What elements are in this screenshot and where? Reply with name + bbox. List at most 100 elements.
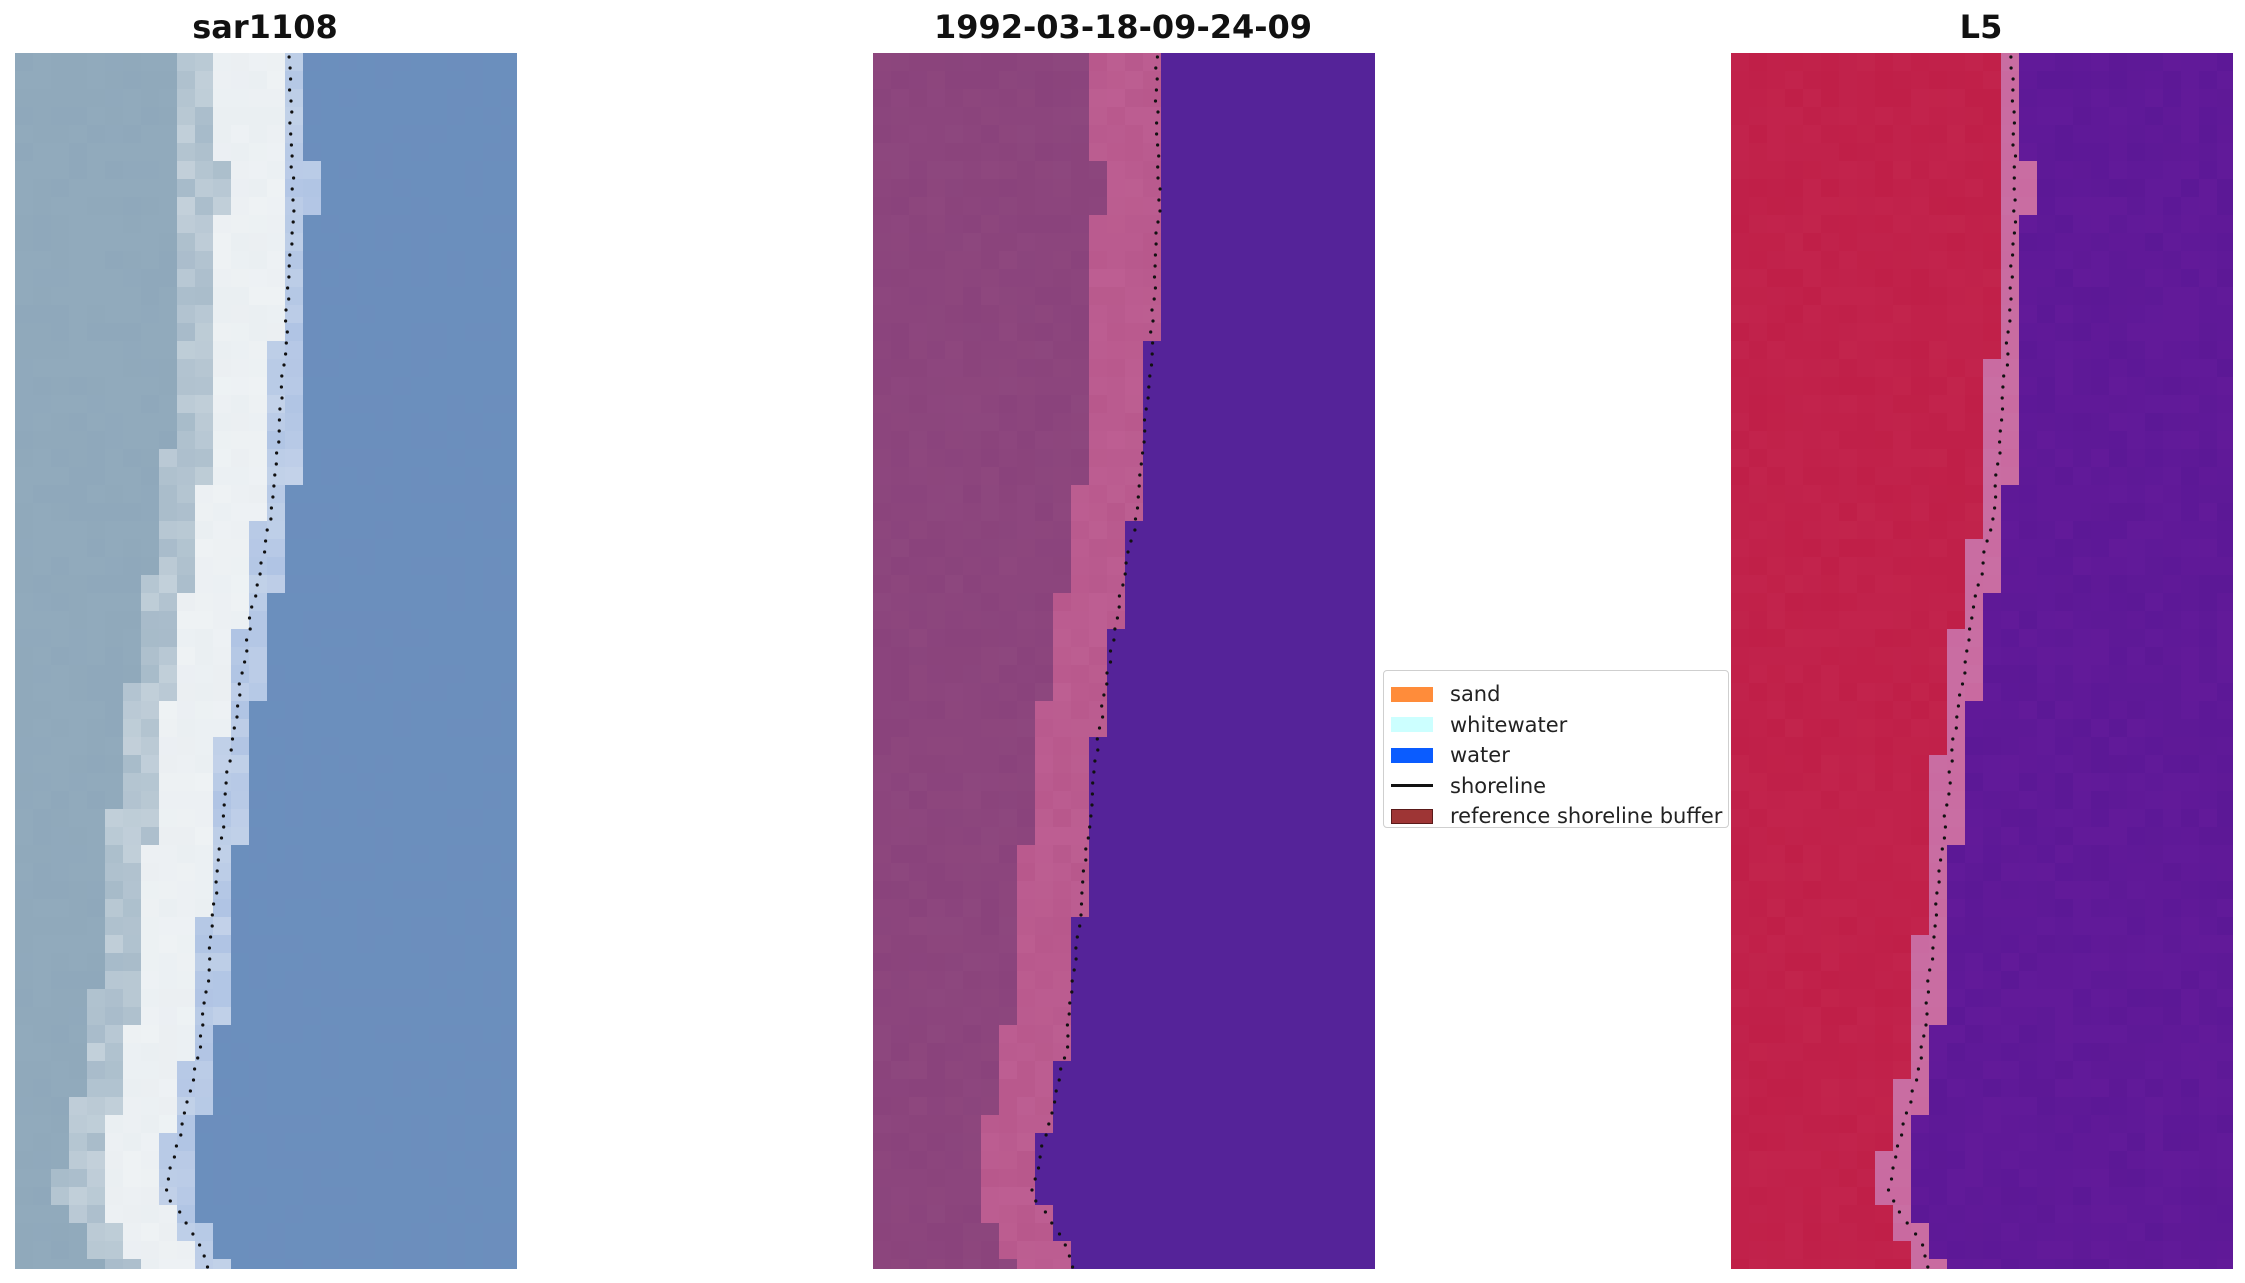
pixel-cell (1215, 1061, 1234, 1080)
pixel-cell (1017, 665, 1036, 684)
pixel-cell (213, 1223, 232, 1242)
pixel-cell (33, 719, 52, 738)
pixel-cell (1785, 503, 1804, 522)
pixel-cell (339, 701, 358, 720)
pixel-cell (87, 899, 106, 918)
pixel-cell (321, 485, 340, 504)
pixel-cell (891, 521, 910, 540)
pixel-cell (1251, 1061, 1270, 1080)
pixel-cell (1839, 197, 1858, 216)
pixel-cell (1143, 1259, 1162, 1269)
pixel-cell (51, 1007, 70, 1026)
pixel-cell (2019, 359, 2038, 378)
pixel-cell (1251, 143, 1270, 162)
pixel-cell (195, 701, 214, 720)
shoreline-dot (279, 385, 283, 389)
pixel-cell (1071, 305, 1090, 324)
pixel-cell (927, 863, 946, 882)
pixel-cell (1341, 1187, 1360, 1206)
pixel-cell (2091, 629, 2110, 648)
pixel-cell (2091, 575, 2110, 594)
pixel-cell (1857, 449, 1876, 468)
pixel-cell (393, 233, 412, 252)
pixel-cell (1341, 953, 1360, 972)
pixel-cell (339, 305, 358, 324)
pixel-cell (177, 359, 196, 378)
pixel-cell (927, 773, 946, 792)
pixel-cell (1929, 197, 1948, 216)
pixel-cell (1785, 377, 1804, 396)
pixel-cell (873, 359, 892, 378)
pixel-cell (213, 1007, 232, 1026)
pixel-cell (891, 1079, 910, 1098)
pixel-cell (1911, 449, 1930, 468)
pixel-cell (1983, 395, 2002, 414)
pixel-cell (1839, 521, 1858, 540)
pixel-cell (1305, 1115, 1324, 1134)
pixel-cell (195, 845, 214, 864)
pixel-cell (1875, 503, 1894, 522)
pixel-cell (1215, 287, 1234, 306)
pixel-cell (105, 881, 124, 900)
pixel-cell (1785, 449, 1804, 468)
pixel-cell (1929, 287, 1948, 306)
pixel-cell (1035, 1115, 1054, 1134)
pixel-cell (1839, 575, 1858, 594)
pixel-cell (1983, 197, 2002, 216)
pixel-cell (393, 845, 412, 864)
pixel-cell (501, 1007, 517, 1026)
pixel-cell (483, 773, 502, 792)
pixel-cell (2217, 359, 2233, 378)
pixel-cell (2091, 557, 2110, 576)
pixel-cell (963, 431, 982, 450)
pixel-cell (303, 107, 322, 126)
pixel-cell (483, 575, 502, 594)
pixel-cell (2109, 179, 2128, 198)
pixel-cell (1179, 125, 1198, 144)
pixel-cell (2199, 89, 2218, 108)
pixel-cell (141, 737, 160, 756)
pixel-cell (873, 431, 892, 450)
pixel-cell (1071, 233, 1090, 252)
pixel-cell (51, 809, 70, 828)
pixel-cell (141, 1259, 160, 1269)
pixel-cell (483, 125, 502, 144)
pixel-cell (1803, 197, 1822, 216)
pixel-cell (483, 1259, 502, 1269)
pixel-cell (285, 539, 304, 558)
pixel-cell (1911, 575, 1930, 594)
pixel-cell (105, 431, 124, 450)
pixel-cell (1233, 629, 1252, 648)
pixel-cell (2001, 629, 2020, 648)
pixel-cell (1305, 1259, 1324, 1269)
pixel-cell (2019, 503, 2038, 522)
pixel-cell (1965, 575, 1984, 594)
pixel-cell (141, 1241, 160, 1260)
pixel-cell (339, 935, 358, 954)
pixel-cell (213, 1043, 232, 1062)
pixel-cell (447, 215, 466, 234)
shoreline-dot (284, 341, 288, 345)
pixel-cell (2109, 251, 2128, 270)
pixel-cell (213, 719, 232, 738)
pixel-cell (1251, 1169, 1270, 1188)
pixel-cell (1269, 629, 1288, 648)
pixel-cell (51, 845, 70, 864)
pixel-cell (963, 71, 982, 90)
pixel-cell (2073, 539, 2092, 558)
pixel-cell (159, 881, 178, 900)
pixel-cell (321, 1025, 340, 1044)
pixel-cell (927, 1187, 946, 1206)
pixel-cell (195, 53, 214, 72)
pixel-cell (1251, 881, 1270, 900)
shoreline-dot (1092, 770, 1096, 774)
pixel-cell (249, 107, 268, 126)
pixel-cell (1107, 341, 1126, 360)
pixel-cell (141, 503, 160, 522)
pixel-cell (1125, 251, 1144, 270)
pixel-cell (1269, 467, 1288, 486)
pixel-cell (267, 1097, 286, 1116)
pixel-cell (1911, 89, 1930, 108)
pixel-cell (339, 359, 358, 378)
pixel-cell (321, 719, 340, 738)
